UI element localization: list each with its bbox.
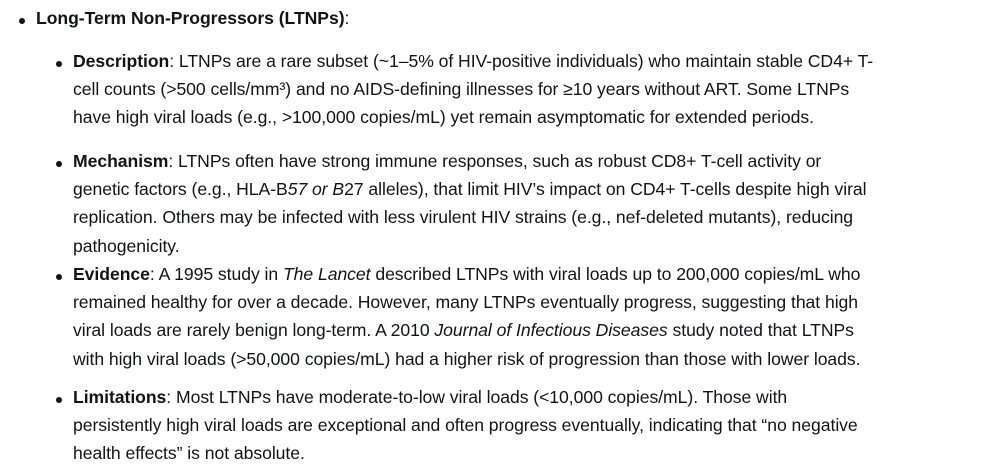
text-segment: have high viral loads (e.g., >100,000 co… xyxy=(73,107,814,128)
section-heading-colon: : xyxy=(344,8,350,28)
text-segment: study noted that LTNPs xyxy=(667,320,854,341)
text-segment: cell counts (>500 cells/mm³) and no AIDS… xyxy=(73,79,850,100)
list-item-text: Limitations: Most LTNPs have moderate-to… xyxy=(73,383,958,468)
text-segment: viral loads are rarely benign long-term.… xyxy=(73,320,435,341)
list-item-text: Description: LTNPs are a rare subset (~1… xyxy=(73,47,958,132)
text-segment: : LTNPs often have strong immune respons… xyxy=(168,151,822,171)
text-line: Description: LTNPs are a rare subset (~1… xyxy=(73,47,958,75)
text-line: persistently high viral loads are except… xyxy=(73,411,958,439)
text-segment: : Most LTNPs have moderate-to-low viral … xyxy=(166,387,788,407)
text-line: health effects” is not absolute. xyxy=(73,439,958,467)
text-segment: genetic factors (e.g., HLA-B xyxy=(73,179,288,200)
text-segment: described LTNPs with viral loads up to 2… xyxy=(370,264,861,284)
text-line: genetic factors (e.g., HLA-B57 or B27 al… xyxy=(73,175,958,203)
text-line: replication. Others may be infected with… xyxy=(73,203,958,231)
text-line: Mechanism: LTNPs often have strong immun… xyxy=(73,147,958,175)
text-line: cell counts (>500 cells/mm³) and no AIDS… xyxy=(73,75,958,103)
text-segment: 27 alleles), that limit HIV’s impact on … xyxy=(344,179,867,200)
list-item-text: Mechanism: LTNPs often have strong immun… xyxy=(73,147,958,260)
text-line: Limitations: Most LTNPs have moderate-to… xyxy=(73,383,958,411)
item-label: Evidence xyxy=(73,264,150,284)
text-line: pathogenicity. xyxy=(73,232,958,260)
item-label: Limitations xyxy=(73,387,167,407)
text-line: Evidence: A 1995 study in The Lancet des… xyxy=(73,260,958,288)
italic-text: 57 or B xyxy=(287,179,345,200)
bullet-icon xyxy=(56,274,62,280)
text-segment: : LTNPs are a rare subset (~1–5% of HIV-… xyxy=(169,51,874,71)
bullet-icon xyxy=(56,161,62,167)
italic-text: The Lancet xyxy=(282,264,371,284)
text-line: have high viral loads (e.g., >100,000 co… xyxy=(73,103,958,131)
text-segment: : A 1995 study in xyxy=(149,264,283,284)
section-heading: Long-Term Non-Progressors (LTNPs): xyxy=(36,4,349,32)
text-segment: health effects” is not absolute. xyxy=(73,443,305,464)
text-segment: pathogenicity. xyxy=(73,235,180,256)
item-label: Mechanism xyxy=(73,151,169,171)
bullet-icon xyxy=(19,18,25,24)
text-segment: remained healthy for over a decade. Howe… xyxy=(73,292,859,313)
text-segment: replication. Others may be infected with… xyxy=(73,207,854,228)
text-line: viral loads are rarely benign long-term.… xyxy=(73,316,958,344)
text-line: remained healthy for over a decade. Howe… xyxy=(73,288,958,316)
section-heading-label: Long-Term Non-Progressors (LTNPs) xyxy=(36,8,345,28)
item-label: Description xyxy=(73,51,170,71)
italic-text: Journal of Infectious Diseases xyxy=(434,320,668,341)
bullet-icon xyxy=(56,397,62,403)
list-item-text: Evidence: A 1995 study in The Lancet des… xyxy=(73,260,958,373)
text-segment: with high viral loads (>50,000 copies/mL… xyxy=(73,348,861,369)
text-segment: persistently high viral loads are except… xyxy=(73,415,858,436)
text-line: with high viral loads (>50,000 copies/mL… xyxy=(73,345,958,373)
bullet-icon xyxy=(56,61,62,67)
